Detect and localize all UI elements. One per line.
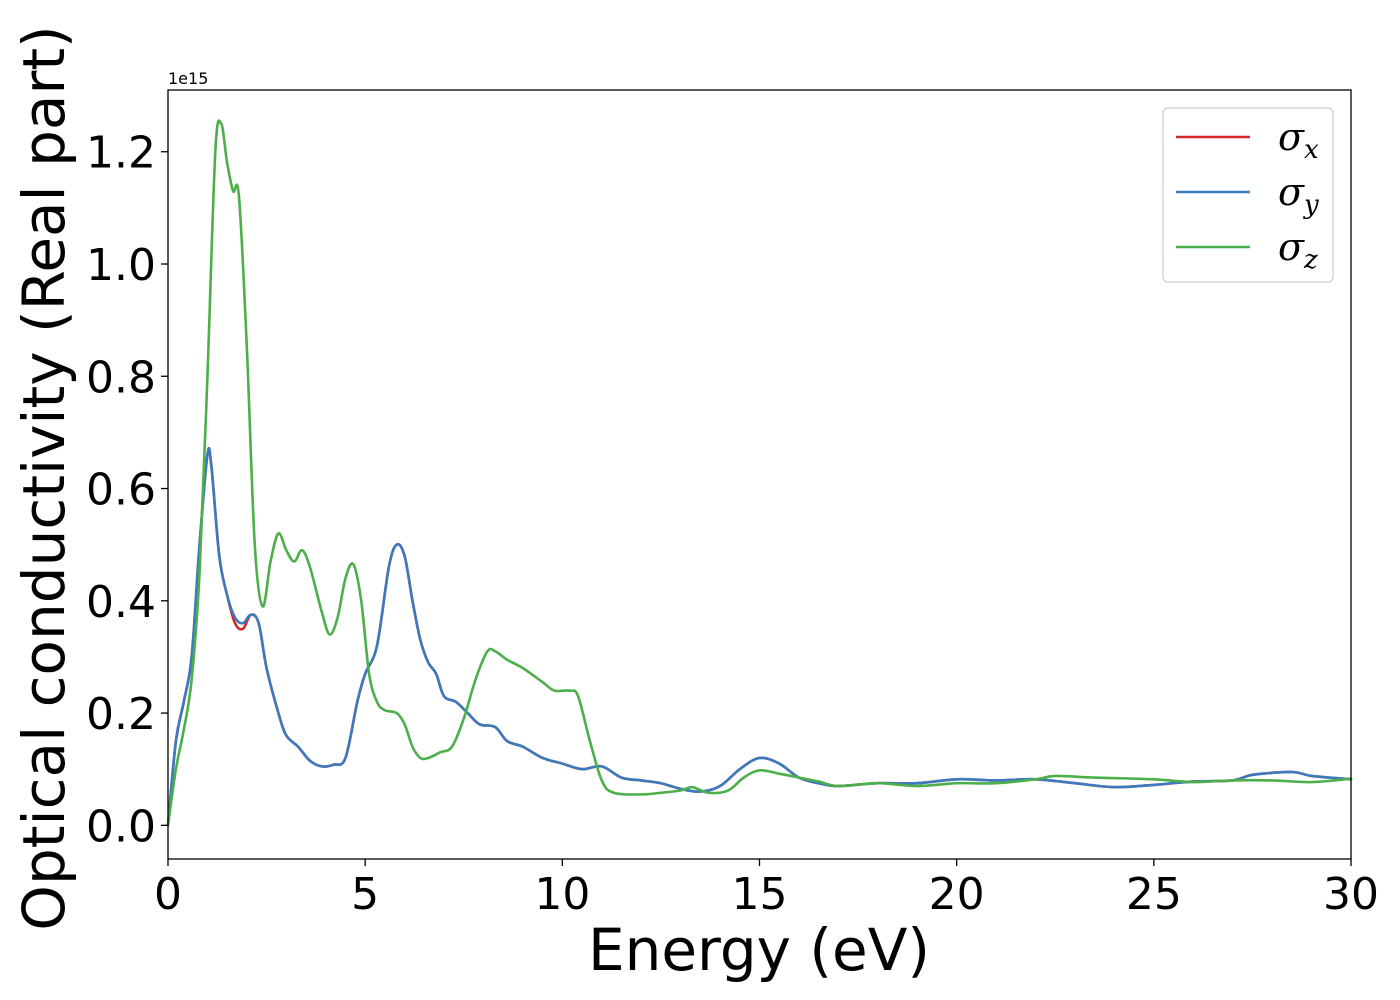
- x-tick-label: 20: [929, 869, 985, 920]
- y-tick-label: 0.4: [86, 577, 156, 628]
- x-tick-label: 30: [1323, 869, 1379, 920]
- legend-box: [1162, 107, 1334, 283]
- y-tick-label: 0.0: [86, 801, 156, 852]
- y-tick-label: 1.0: [86, 240, 156, 291]
- legend-label-x: σx: [1278, 115, 1319, 165]
- x-axis-label: Energy (eV): [588, 916, 930, 984]
- x-tick-label: 5: [351, 869, 379, 920]
- legend-label-y: σy: [1278, 170, 1319, 220]
- x-tick-label: 25: [1126, 869, 1182, 920]
- y-axis-label: Optical conductivity (Real part): [10, 25, 78, 930]
- y-offset-text: 1e15: [168, 69, 208, 88]
- y-tick-label: 0.8: [86, 352, 156, 403]
- series-line-z: [166, 119, 1353, 827]
- plot-lines: [166, 119, 1353, 827]
- legend-label-z: σz: [1278, 225, 1318, 275]
- x-tick-label: 0: [154, 869, 182, 920]
- x-tick-label: 10: [534, 869, 590, 920]
- x-tick-label: 15: [732, 869, 788, 920]
- x-axis-ticks: 0 5 10 15 20 25 30: [154, 859, 1379, 920]
- y-axis-ticks: 0.0 0.2 0.4 0.6 0.8 1.0 1.2: [86, 128, 168, 852]
- y-tick-label: 0.6: [86, 465, 156, 516]
- series-line-y: [166, 446, 1353, 827]
- y-tick-label: 1.2: [86, 128, 156, 179]
- y-tick-label: 0.2: [86, 689, 156, 740]
